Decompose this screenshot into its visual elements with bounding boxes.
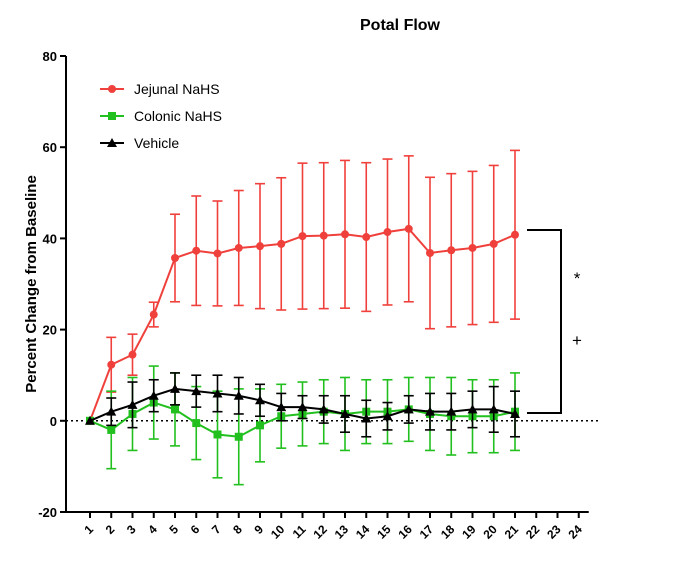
annotation: + [572, 331, 582, 350]
marker [85, 415, 95, 425]
x-tick-label: 19 [459, 522, 479, 542]
marker [318, 404, 329, 414]
marker [128, 350, 137, 359]
x-tick-label: 7 [209, 522, 224, 537]
x-tick-label: 14 [353, 522, 373, 542]
marker [149, 310, 158, 319]
x-tick-label: 4 [145, 522, 160, 537]
significance-bracket [527, 229, 562, 414]
marker [171, 254, 179, 263]
marker [191, 386, 202, 396]
x-tick-label: 8 [230, 522, 245, 537]
x-tick-label: 23 [544, 522, 564, 542]
x-tick-label: 5 [166, 522, 181, 537]
marker [192, 419, 201, 428]
x-tick-label: 11 [290, 522, 309, 541]
x-tick-label: 1 [81, 522, 96, 537]
y-tick-label: 80 [43, 49, 57, 64]
marker [213, 249, 222, 258]
annotation: * [574, 269, 581, 288]
x-tick-label: 9 [251, 522, 266, 537]
marker [468, 243, 477, 252]
marker [277, 239, 286, 248]
x-tick-label: 15 [374, 522, 394, 542]
x-tick-label: 22 [523, 522, 543, 542]
marker [256, 421, 264, 430]
legend-label: Vehicle [134, 135, 179, 151]
marker [298, 232, 307, 241]
x-tick-label: 21 [502, 522, 522, 542]
marker [511, 230, 519, 239]
y-tick-label: 20 [43, 323, 57, 338]
y-tick-label: 40 [43, 231, 57, 246]
marker [425, 406, 435, 416]
marker [170, 383, 180, 393]
y-tick-label: -20 [38, 505, 57, 520]
marker [255, 395, 265, 405]
x-tick-label: 18 [438, 522, 458, 542]
marker [426, 248, 434, 257]
x-tick-label: 13 [332, 522, 352, 542]
marker [341, 230, 349, 239]
legend-label: Jejunal NaHS [134, 81, 220, 97]
y-tick-label: 0 [50, 414, 57, 429]
y-tick-label: 60 [43, 140, 57, 155]
marker [108, 85, 116, 93]
marker [340, 408, 350, 418]
marker [297, 402, 308, 412]
marker [234, 432, 243, 441]
marker [213, 430, 222, 439]
x-tick-label: 2 [103, 522, 118, 537]
marker [446, 406, 457, 416]
marker [488, 404, 499, 414]
marker [127, 399, 138, 409]
chart-title: Potal Flow [360, 17, 441, 34]
marker [510, 408, 520, 418]
marker [171, 405, 179, 414]
marker [276, 402, 287, 412]
marker [447, 246, 456, 255]
legend-label: Colonic NaHS [134, 108, 222, 124]
marker [192, 246, 201, 255]
x-tick-label: 20 [481, 522, 501, 542]
x-tick-label: 24 [566, 522, 586, 542]
marker [212, 388, 223, 398]
marker [148, 390, 159, 400]
marker [361, 413, 372, 423]
marker [108, 112, 116, 120]
marker [319, 231, 328, 240]
x-tick-label: 12 [311, 522, 331, 542]
marker [107, 138, 117, 147]
x-tick-label: 17 [417, 522, 437, 542]
marker [234, 243, 243, 252]
x-tick-label: 6 [188, 522, 203, 537]
marker [362, 233, 371, 242]
y-axis-label: Percent Change from Baseline [23, 175, 40, 393]
marker [467, 404, 478, 414]
marker [233, 390, 244, 400]
marker [383, 228, 392, 237]
marker [403, 404, 414, 414]
marker [404, 224, 413, 233]
marker [382, 411, 393, 421]
marker [489, 239, 498, 248]
x-tick-label: 3 [124, 522, 139, 537]
x-tick-label: 16 [396, 522, 416, 542]
marker [107, 425, 116, 434]
marker [256, 242, 264, 251]
marker [107, 360, 116, 369]
x-tick-label: 10 [268, 522, 288, 542]
marker [106, 406, 117, 416]
